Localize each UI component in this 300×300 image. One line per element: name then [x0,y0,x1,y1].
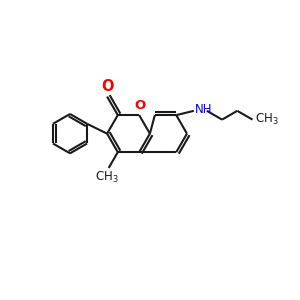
Text: CH$_3$: CH$_3$ [255,112,278,127]
Text: CH$_3$: CH$_3$ [95,169,119,184]
Text: O: O [134,99,146,112]
Text: O: O [101,79,113,94]
Text: NH: NH [195,103,213,116]
